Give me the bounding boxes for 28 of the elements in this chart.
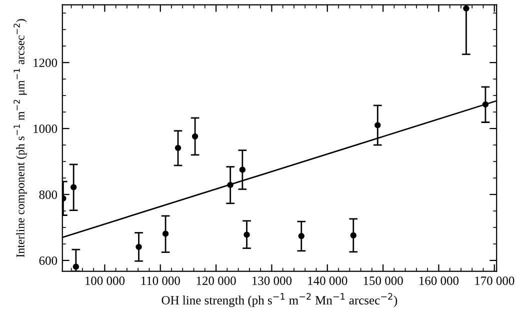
point: [374, 122, 381, 128]
text: OH line strength (ph s$^{−1}$ m$^{−2}$ Mn$^{−1}$ arcsec$^{−2}$): [162, 293, 398, 308]
x-tick-label: 120 000: [196, 276, 236, 285]
x-tick-label: 100 000: [85, 276, 125, 285]
x-tick-label: 110 000: [141, 276, 180, 285]
y-tick-label: 800: [39, 190, 58, 199]
point: [72, 264, 80, 270]
point: [136, 244, 142, 250]
point: [162, 230, 169, 237]
point: [239, 166, 246, 173]
x-tick-label: 150 000: [364, 276, 403, 285]
point: [192, 133, 198, 140]
point: [244, 232, 250, 238]
y-tick-label: 600: [39, 256, 58, 265]
point: [482, 101, 489, 108]
y-tick-label: 1000: [34, 124, 58, 133]
text: Interline component (ph s$^{−1}$ m$^{−2}$ μm$^{−1}$ arcsec$^{−2}$): [14, 19, 27, 258]
x-tick-label: 130 000: [252, 276, 292, 285]
x-tick-label: 160 000: [419, 276, 459, 285]
y-tick-label: 1200: [34, 58, 58, 68]
point: [174, 144, 182, 152]
point: [298, 232, 304, 240]
x-tick-label: 140 000: [308, 276, 348, 285]
point: [70, 184, 77, 190]
point: [227, 182, 234, 188]
x-tick-label: 170 000: [475, 276, 514, 285]
point: [350, 232, 356, 238]
point: [463, 5, 470, 12]
